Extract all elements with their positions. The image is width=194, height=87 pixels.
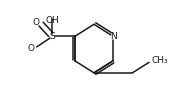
Text: CH₃: CH₃ [152, 56, 168, 65]
Text: S: S [50, 32, 55, 41]
Text: N: N [110, 32, 117, 41]
Text: O: O [27, 44, 34, 53]
Text: O: O [32, 18, 39, 27]
Text: OH: OH [46, 16, 59, 25]
